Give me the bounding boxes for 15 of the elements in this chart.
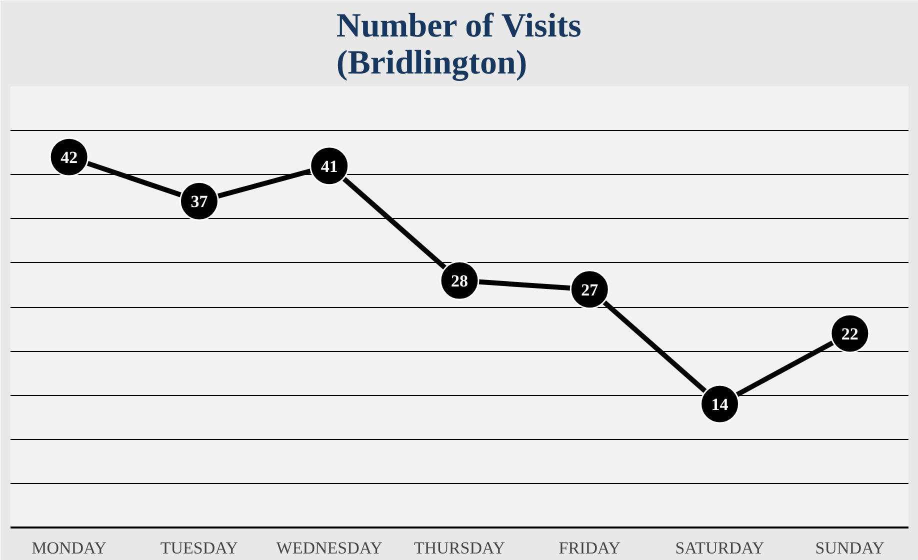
x-tick-label: TUESDAY: [160, 538, 238, 558]
data-label: 42: [60, 148, 78, 168]
data-label: 37: [190, 192, 208, 212]
chart-title: Number of Visits (Bridlington): [336, 8, 582, 82]
x-tick-label: SATURDAY: [675, 538, 764, 558]
x-tick-label: WEDNESDAY: [276, 538, 382, 558]
x-tick-label: SUNDAY: [815, 538, 885, 558]
data-label: 28: [451, 272, 468, 291]
data-label: 22: [841, 324, 858, 344]
data-label: 41: [320, 156, 338, 176]
data-label: 14: [711, 395, 729, 414]
x-tick-label: THURSDAY: [414, 538, 506, 558]
x-tick-label: MONDAY: [32, 538, 107, 558]
x-tick-label: FRIDAY: [558, 538, 621, 558]
data-label: 27: [581, 280, 599, 300]
